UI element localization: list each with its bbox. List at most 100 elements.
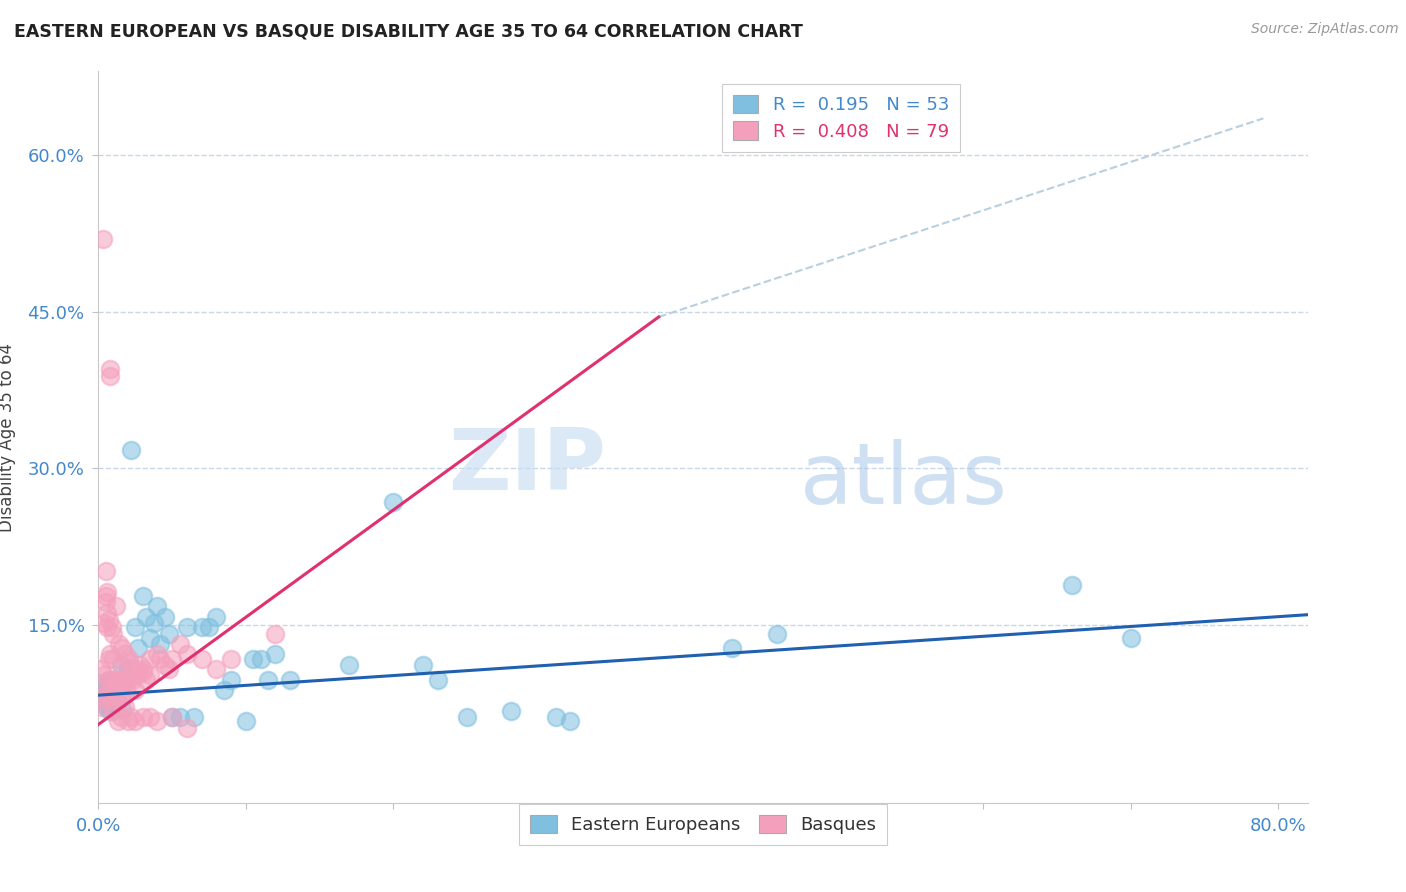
Point xyxy=(91,690,114,704)
Point xyxy=(94,564,117,578)
Point xyxy=(101,673,124,687)
Point xyxy=(120,662,142,676)
Point xyxy=(111,641,134,656)
Point xyxy=(146,714,169,729)
Point xyxy=(111,702,134,716)
Point xyxy=(242,651,264,665)
Point xyxy=(110,690,132,704)
Point xyxy=(157,662,180,676)
Point xyxy=(205,662,228,676)
Point xyxy=(560,714,582,729)
Point xyxy=(96,620,118,634)
Point xyxy=(93,693,115,707)
Point xyxy=(107,679,129,693)
Legend: Eastern Europeans, Basques: Eastern Europeans, Basques xyxy=(519,804,887,845)
Point xyxy=(456,710,478,724)
Point xyxy=(96,584,118,599)
Point xyxy=(412,657,434,672)
Point xyxy=(97,613,120,627)
Point xyxy=(765,626,787,640)
Point xyxy=(94,595,117,609)
Point xyxy=(117,662,139,676)
Point xyxy=(108,682,131,697)
Point xyxy=(120,710,142,724)
Point xyxy=(101,682,124,697)
Point xyxy=(91,231,114,245)
Text: EASTERN EUROPEAN VS BASQUE DISABILITY AGE 35 TO 64 CORRELATION CHART: EASTERN EUROPEAN VS BASQUE DISABILITY AG… xyxy=(14,22,803,40)
Point xyxy=(91,682,114,697)
Point xyxy=(235,714,257,729)
Point xyxy=(98,704,121,718)
Point xyxy=(160,710,183,724)
Point xyxy=(94,699,117,714)
Point xyxy=(146,648,169,662)
Point xyxy=(101,704,124,718)
Point xyxy=(112,673,135,687)
Point xyxy=(89,693,111,707)
Point xyxy=(124,714,146,729)
Point xyxy=(544,710,567,724)
Point xyxy=(139,668,162,682)
Point xyxy=(131,589,153,603)
Point xyxy=(105,599,128,614)
Point xyxy=(121,673,143,687)
Point xyxy=(501,704,523,718)
Point xyxy=(105,690,128,704)
Point xyxy=(205,609,228,624)
Point xyxy=(91,690,114,704)
Point xyxy=(1060,578,1083,592)
Point xyxy=(97,673,120,687)
Point xyxy=(114,699,136,714)
Point xyxy=(139,631,162,645)
Point xyxy=(176,721,198,735)
Point xyxy=(97,673,120,687)
Point xyxy=(149,637,172,651)
Point xyxy=(426,673,449,687)
Point xyxy=(98,690,121,704)
Point xyxy=(143,616,166,631)
Point xyxy=(104,690,127,704)
Point xyxy=(110,657,132,672)
Point xyxy=(124,682,146,697)
Point xyxy=(108,637,131,651)
Point xyxy=(104,682,127,697)
Point xyxy=(93,668,115,682)
Point xyxy=(104,691,127,706)
Point xyxy=(278,673,301,687)
Point xyxy=(198,620,221,634)
Point xyxy=(111,679,134,693)
Point xyxy=(139,710,162,724)
Point xyxy=(219,673,242,687)
Point xyxy=(98,648,121,662)
Point xyxy=(264,626,287,640)
Point xyxy=(115,682,138,697)
Point xyxy=(94,589,117,603)
Point xyxy=(183,710,205,724)
Point xyxy=(97,651,120,665)
Point xyxy=(146,599,169,614)
Point xyxy=(110,668,132,682)
Point xyxy=(90,682,112,697)
Point xyxy=(721,641,744,656)
Point xyxy=(100,686,122,700)
Point xyxy=(135,609,157,624)
Point xyxy=(135,673,157,687)
Point xyxy=(89,675,111,690)
Point xyxy=(98,369,121,384)
Point xyxy=(101,651,124,665)
Point xyxy=(124,662,146,676)
Point xyxy=(120,442,142,457)
Point xyxy=(190,620,212,634)
Point xyxy=(257,673,280,687)
Point xyxy=(94,679,117,693)
Point xyxy=(382,495,405,509)
Point xyxy=(153,609,176,624)
Point xyxy=(160,710,183,724)
Point xyxy=(176,648,198,662)
Point xyxy=(169,710,191,724)
Point xyxy=(153,657,176,672)
Point xyxy=(1119,631,1142,645)
Point xyxy=(139,651,162,665)
Point xyxy=(160,651,183,665)
Point xyxy=(131,710,153,724)
